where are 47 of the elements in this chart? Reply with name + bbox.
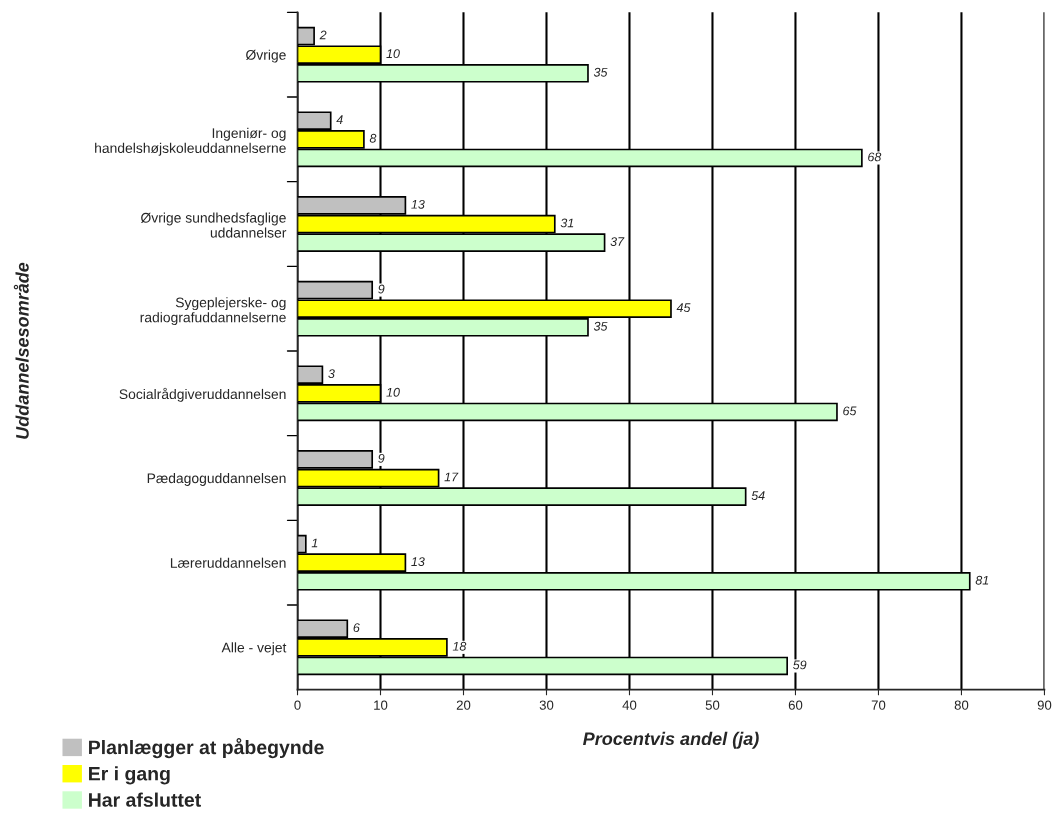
data-label: 13 [411, 557, 425, 567]
data-label: 13 [411, 199, 425, 209]
x-tick-label: 30 [539, 700, 554, 710]
x-axis-title: Procentvis andel (ja) [583, 731, 759, 749]
data-label: 3 [328, 369, 335, 379]
x-tick-label: 90 [1037, 700, 1052, 710]
data-label: 17 [444, 472, 459, 482]
data-label: 2 [319, 30, 327, 40]
y-tick-label: Øvrige [245, 49, 286, 63]
y-tick-label: Øvrige sundhedsfaglige uddannelser [140, 212, 287, 238]
x-tick-label: 80 [954, 700, 969, 710]
data-label: 45 [676, 303, 691, 313]
x-tick-label: 0 [294, 700, 301, 710]
data-label: 9 [378, 453, 385, 463]
data-label: 37 [610, 237, 625, 246]
y-axis-title: Uddannelsesområde [13, 262, 29, 439]
data-label: 4 [336, 115, 343, 124]
y-tick-label: Ingeniør- og handelshøjskoleuddannelserne [95, 127, 286, 156]
data-label: 8 [369, 133, 377, 143]
data-label: 68 [868, 152, 882, 162]
data-label: 35 [593, 67, 608, 77]
data-label: 18 [452, 641, 467, 651]
y-tick-label: Alle - vejet [221, 642, 287, 656]
data-label: 65 [843, 406, 857, 416]
data-label: 1 [311, 538, 318, 548]
data-label: 81 [975, 575, 989, 585]
x-tick-label: 60 [788, 700, 803, 710]
y-tick-label: Sygeplejerske- og radiografuddannelserne [140, 297, 286, 326]
data-label: 35 [593, 321, 608, 331]
legend-label: Planlægger at påbegynde [89, 738, 324, 759]
y-tick-label: Pædagoguddannelsen [147, 472, 286, 486]
y-tick-label: Læreruddannelsen [170, 557, 286, 568]
data-label: 31 [560, 218, 574, 228]
data-label: 59 [793, 660, 807, 670]
data-label: 10 [386, 387, 400, 397]
data-label: 9 [378, 284, 385, 294]
legend-label: Har afsluttet [89, 792, 201, 807]
legend-label: Er i gang [89, 766, 170, 785]
x-tick-label: 20 [456, 700, 471, 710]
data-label: 10 [386, 49, 400, 59]
x-tick-label: 70 [871, 700, 886, 710]
x-tick-label: 10 [374, 700, 388, 710]
data-label: 6 [353, 623, 360, 633]
y-tick-label: Socialrådgiveruddannelsen [119, 387, 286, 402]
data-label: 54 [751, 491, 765, 500]
x-tick-label: 50 [705, 700, 720, 710]
x-tick-label: 40 [622, 700, 637, 710]
